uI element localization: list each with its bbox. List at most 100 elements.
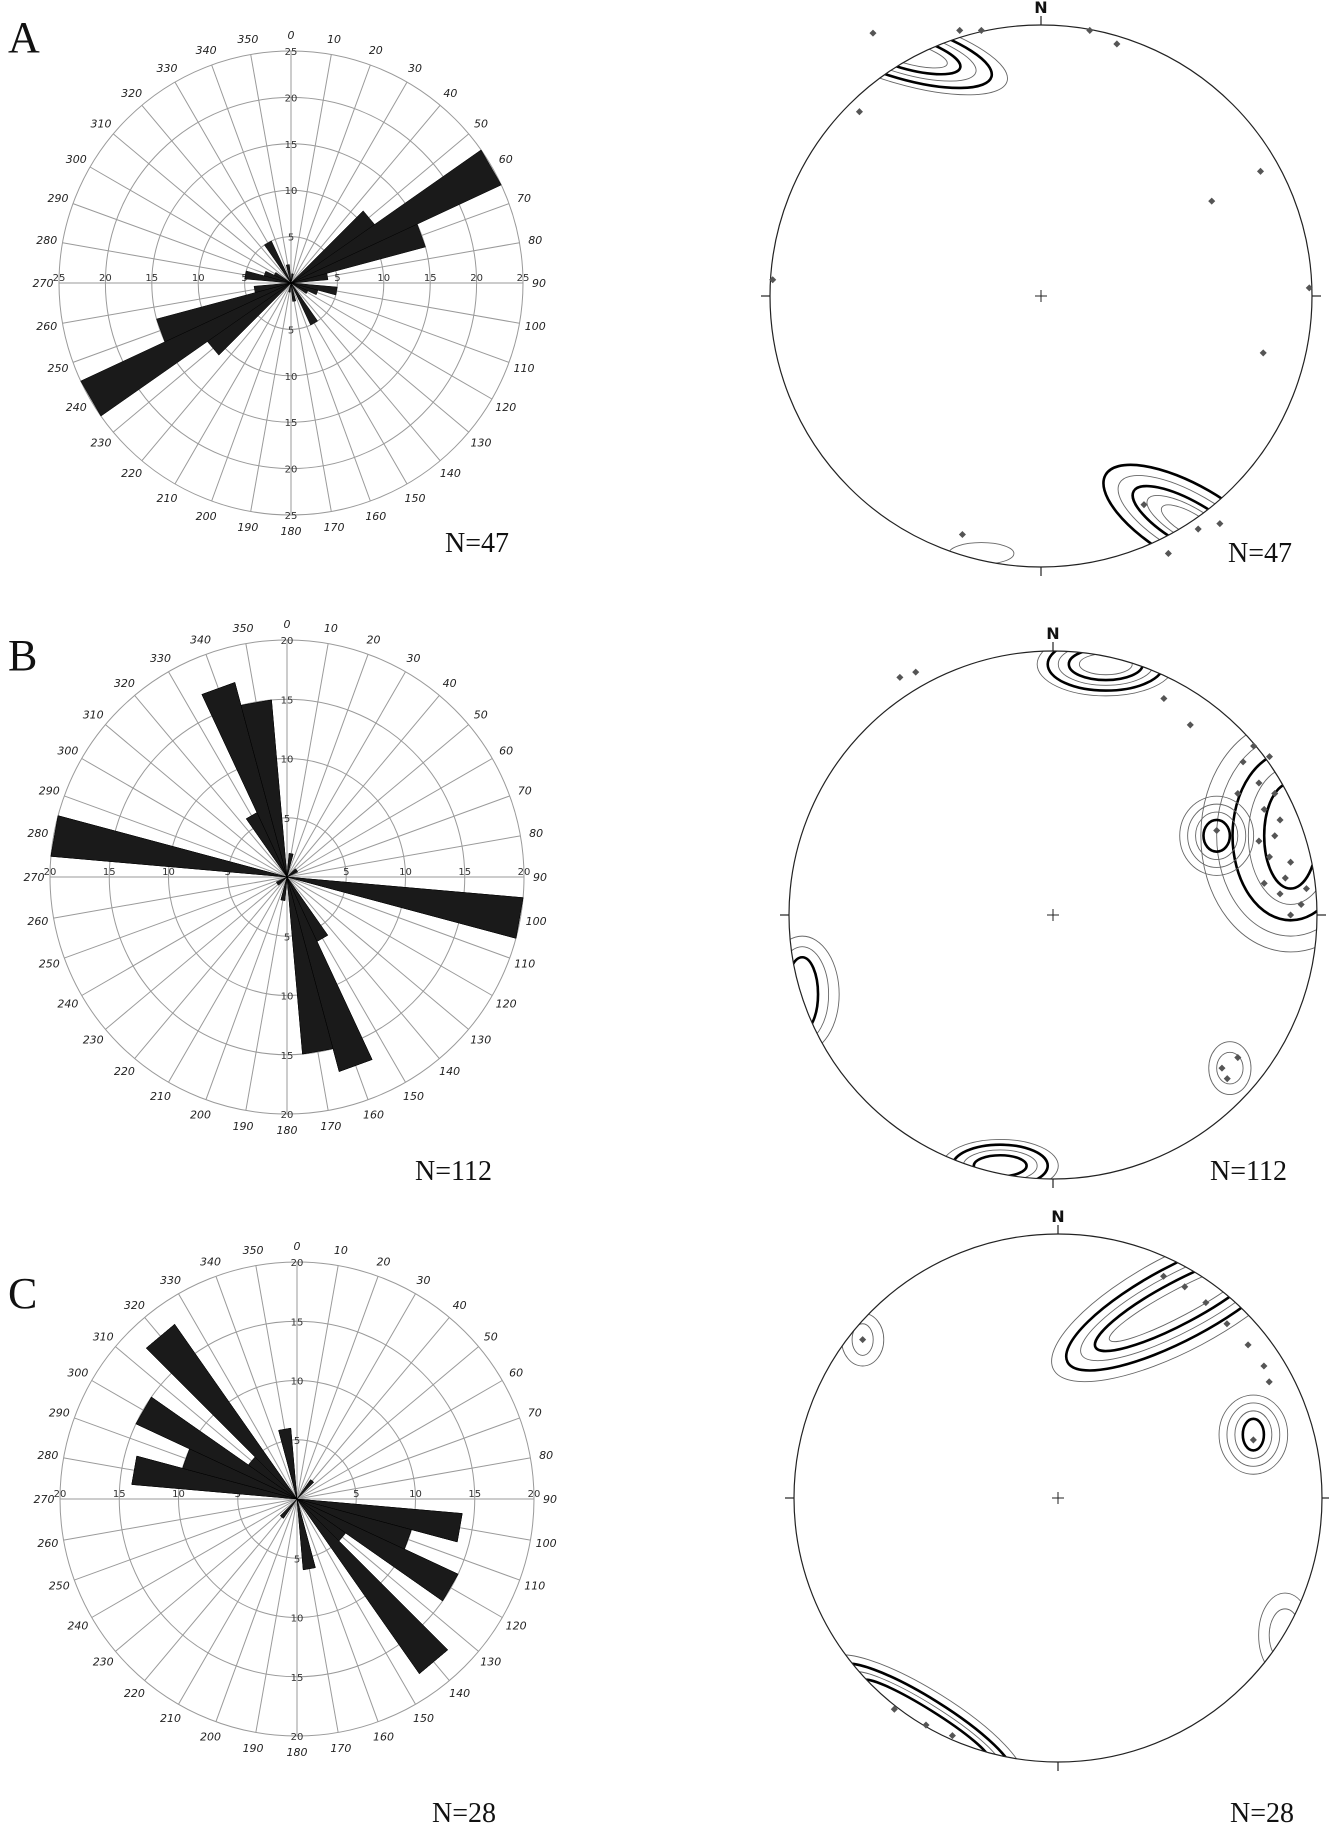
- rose-azimuth-label: 210: [157, 492, 178, 505]
- rose-azimuth-label: 50: [474, 118, 488, 131]
- rose-azimuth-label: 160: [363, 1109, 384, 1122]
- rose-azimuth-label: 140: [440, 467, 461, 480]
- rose-azimuth-label: 260: [37, 1537, 58, 1550]
- rose-azimuth-label: 20: [377, 1255, 391, 1268]
- rose-spoke: [141, 104, 292, 284]
- pole-point: [977, 26, 985, 34]
- rose-azimuth-label: 30: [417, 1274, 431, 1287]
- contour-line: [789, 955, 820, 1033]
- rose-spoke: [286, 724, 469, 878]
- rose-petal: [240, 699, 288, 878]
- contour-line: [1051, 1234, 1308, 1383]
- rose-spoke: [245, 876, 288, 1111]
- rose-petal: [156, 282, 292, 343]
- rose-azimuth-label: 240: [57, 998, 78, 1011]
- rose-azimuth-label: 170: [330, 1742, 351, 1755]
- stereonet: N: [761, 0, 1321, 576]
- rose-spoke: [290, 104, 441, 284]
- pole-point: [1216, 520, 1224, 528]
- panel-letter: A: [8, 13, 40, 62]
- pole-point: [1287, 911, 1295, 919]
- rose-petal: [296, 1479, 315, 1500]
- rose-azimuth-label: 80: [528, 234, 542, 247]
- rose-petal: [286, 876, 524, 939]
- contour-line: [849, 28, 962, 76]
- rose-spoke: [105, 876, 288, 1030]
- rose-azimuth-label: 80: [539, 1449, 553, 1462]
- rose-azimuth-label: 230: [93, 1656, 114, 1669]
- rose-radial-label: 5: [284, 814, 290, 825]
- rose-radial-label: 10: [192, 273, 205, 284]
- rose-azimuth-label: 50: [474, 708, 488, 721]
- contour-line: [1067, 651, 1145, 682]
- rose-radial-label: 15: [468, 1489, 481, 1500]
- rose-radial-label: 25: [53, 273, 66, 284]
- rose-diagram: 0 10 20 30 40 50 60 70 80 90 100 110 120 130 140 150 160…: [24, 618, 548, 1137]
- rose-azimuth-label: 30: [407, 652, 421, 665]
- pole-point: [1271, 832, 1279, 840]
- rose-spoke: [81, 758, 288, 878]
- rose-spoke: [211, 282, 292, 502]
- rose-azimuth-label: 140: [439, 1065, 460, 1078]
- panel-letter: B: [8, 631, 37, 680]
- rose-radial-label: 5: [225, 867, 231, 878]
- rose-azimuth-label: 0: [284, 618, 291, 631]
- rose-radial-label: 20: [54, 1489, 67, 1500]
- rose-radial-label: 25: [285, 47, 298, 58]
- rose-azimuth-label: 130: [470, 1034, 491, 1047]
- rose-azimuth-label: 120: [495, 401, 516, 414]
- contour-line: [948, 542, 1015, 565]
- pole-point: [1239, 758, 1247, 766]
- pole-point: [1113, 40, 1121, 48]
- rose-radial-label: 5: [343, 867, 349, 878]
- rose-radial-label: 20: [518, 867, 531, 878]
- rose-azimuth-label: 60: [499, 153, 513, 166]
- pole-point: [855, 108, 863, 116]
- rose-spoke: [141, 282, 292, 462]
- panel-b: B 0 10 20 30 40 50 60 70 80 90 100 110 120 130 140 150 16…: [8, 618, 1326, 1188]
- rose-azimuth-label: 250: [49, 1580, 70, 1593]
- rose-azimuth-label: 270: [34, 1493, 55, 1506]
- rose-azimuth-label: 10: [324, 622, 338, 635]
- contour-line: [1234, 1410, 1273, 1459]
- rose-radial-label: 5: [284, 932, 290, 943]
- rose-radial-label: 10: [291, 1377, 304, 1388]
- rose-petal: [286, 868, 298, 878]
- rose-radial-label: 5: [241, 273, 247, 284]
- rose-petal: [80, 282, 292, 417]
- rose-sample-count: N=112: [415, 1156, 492, 1187]
- pole-point: [1186, 721, 1194, 729]
- rose-radial-label: 10: [291, 1614, 304, 1625]
- rose-radial-label: 20: [291, 1258, 304, 1269]
- rose-azimuth-label: 300: [57, 745, 78, 758]
- rose-azimuth-label: 40: [443, 87, 457, 100]
- rose-azimuth-label: 130: [470, 436, 491, 449]
- rose-azimuth-label: 110: [514, 362, 535, 375]
- rose-spoke: [215, 1276, 298, 1500]
- rose-spoke: [296, 1498, 416, 1705]
- rose-spoke: [205, 876, 288, 1100]
- rose-spoke: [290, 282, 493, 400]
- rose-diagram: 0 10 20 30 40 50 60 70 80 90 100 110 120 130 140 150 160…: [33, 29, 547, 538]
- rose-spoke: [290, 282, 371, 502]
- rose-azimuth-label: 220: [114, 1065, 135, 1078]
- rose-spoke: [286, 876, 510, 959]
- pole-point: [1140, 501, 1148, 509]
- contour-line: [1064, 1234, 1294, 1372]
- contour-line: [1187, 803, 1247, 868]
- rose-petal: [290, 223, 426, 284]
- rose-azimuth-label: 100: [536, 1537, 557, 1550]
- rose-petal: [182, 1448, 298, 1500]
- rose-azimuth-label: 0: [288, 29, 295, 42]
- rose-spoke: [250, 54, 292, 284]
- rose-spoke: [296, 1317, 450, 1500]
- rose-azimuth-label: 140: [449, 1687, 470, 1700]
- rose-spoke: [178, 1498, 298, 1705]
- pole-point: [1250, 742, 1258, 750]
- rose-petal: [290, 210, 375, 284]
- rose-spoke: [290, 54, 332, 284]
- rose-azimuth-label: 350: [233, 622, 254, 635]
- rose-azimuth-label: 170: [324, 521, 345, 534]
- rose-azimuth-label: 290: [47, 192, 68, 205]
